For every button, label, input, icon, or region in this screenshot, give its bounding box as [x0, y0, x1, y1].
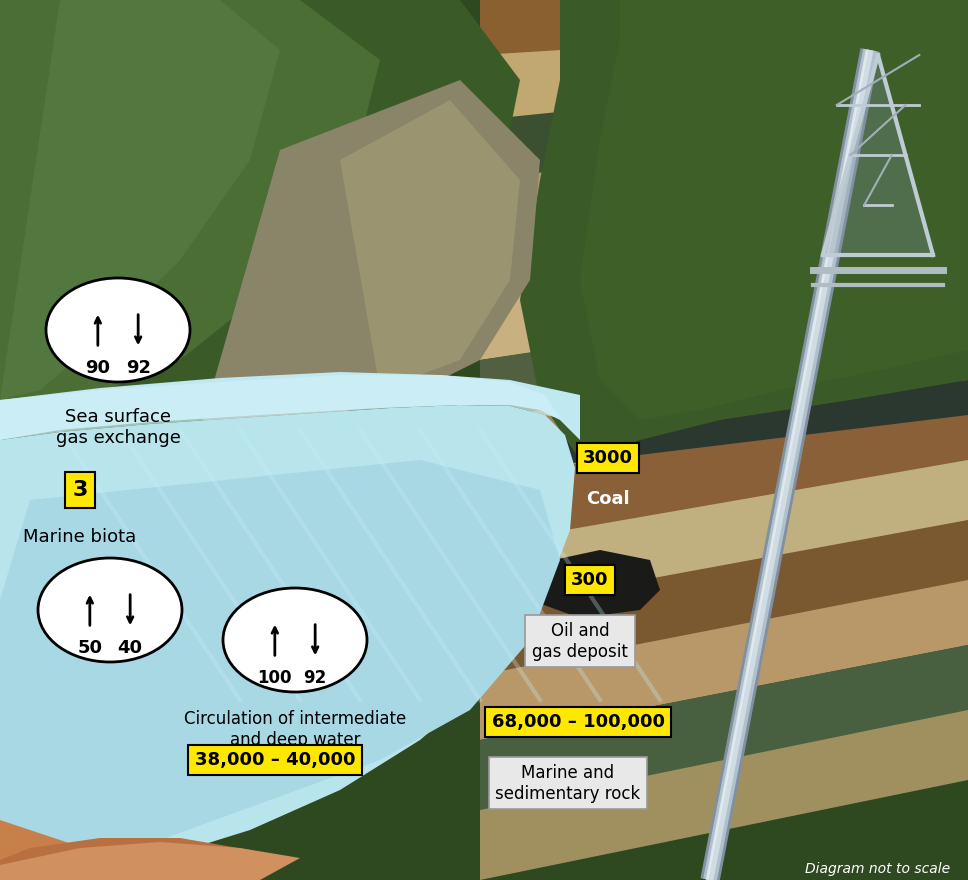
Polygon shape — [530, 550, 660, 618]
Text: 40: 40 — [118, 639, 142, 656]
Polygon shape — [0, 0, 280, 400]
Polygon shape — [480, 0, 968, 55]
Ellipse shape — [46, 278, 190, 382]
Polygon shape — [823, 55, 933, 255]
Polygon shape — [480, 710, 968, 880]
Polygon shape — [480, 580, 968, 740]
Ellipse shape — [38, 558, 182, 662]
Text: 90: 90 — [85, 359, 110, 377]
Polygon shape — [0, 460, 560, 880]
Polygon shape — [480, 230, 968, 360]
Text: 38,000 – 40,000: 38,000 – 40,000 — [195, 751, 355, 769]
Text: 92: 92 — [126, 359, 151, 377]
Text: 68,000 – 100,000: 68,000 – 100,000 — [492, 713, 664, 731]
Polygon shape — [0, 838, 260, 880]
Polygon shape — [520, 0, 968, 460]
Text: 50: 50 — [77, 639, 103, 656]
Polygon shape — [480, 25, 968, 120]
Polygon shape — [480, 520, 968, 675]
Text: Circulation of intermediate
and deep water: Circulation of intermediate and deep wat… — [184, 710, 407, 749]
Polygon shape — [480, 70, 968, 180]
Polygon shape — [200, 80, 540, 430]
Text: Sea surface
gas exchange: Sea surface gas exchange — [55, 408, 180, 447]
Text: Oil and
gas deposit: Oil and gas deposit — [532, 622, 628, 661]
Polygon shape — [475, 380, 968, 475]
Text: Diagram not to scale: Diagram not to scale — [804, 862, 950, 876]
Polygon shape — [580, 0, 968, 420]
Polygon shape — [480, 460, 968, 610]
Polygon shape — [0, 842, 300, 880]
Text: Coal: Coal — [587, 490, 630, 508]
Text: 92: 92 — [304, 669, 327, 686]
Polygon shape — [340, 100, 520, 390]
Polygon shape — [0, 372, 580, 440]
Text: 3000: 3000 — [583, 449, 633, 467]
Polygon shape — [0, 375, 560, 440]
Polygon shape — [480, 340, 968, 480]
Polygon shape — [480, 120, 968, 240]
Text: Marine biota: Marine biota — [23, 528, 136, 546]
Ellipse shape — [223, 588, 367, 692]
Polygon shape — [480, 400, 968, 545]
Polygon shape — [0, 820, 230, 880]
Polygon shape — [480, 175, 968, 300]
Text: 300: 300 — [571, 571, 609, 589]
Polygon shape — [480, 285, 968, 420]
Text: 100: 100 — [257, 669, 292, 686]
Polygon shape — [0, 0, 380, 420]
Polygon shape — [0, 405, 575, 880]
Text: Marine and
sedimentary rock: Marine and sedimentary rock — [496, 764, 641, 803]
Text: 3: 3 — [73, 480, 88, 500]
Polygon shape — [0, 0, 520, 440]
Polygon shape — [480, 645, 968, 810]
